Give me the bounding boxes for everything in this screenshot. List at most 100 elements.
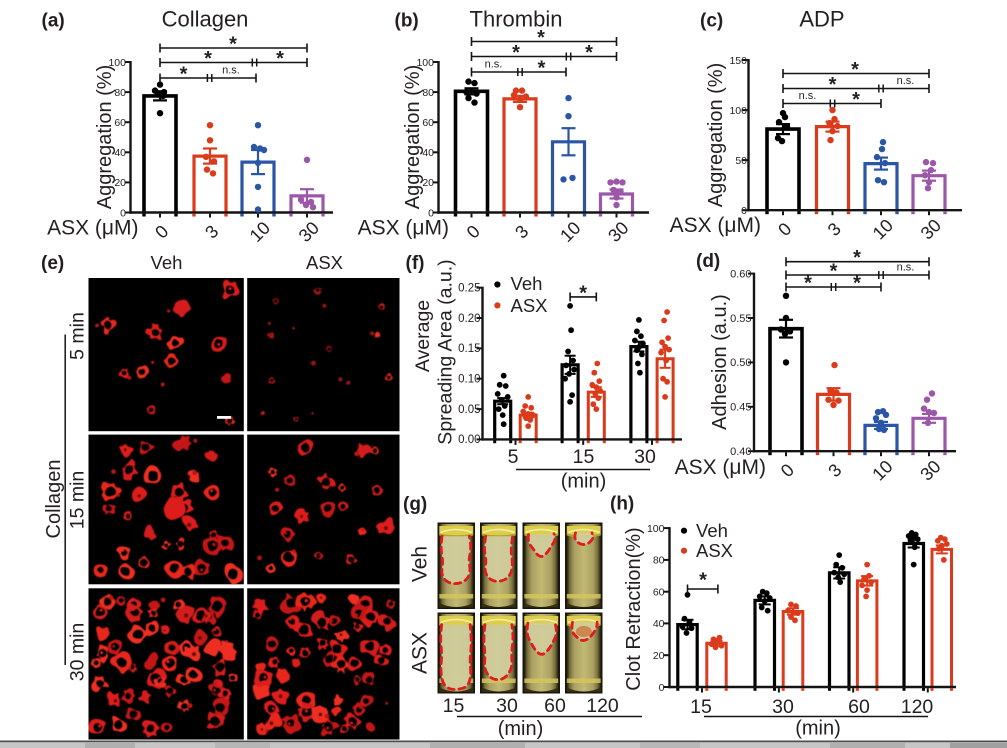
svg-text:ADP: ADP xyxy=(799,7,844,32)
svg-text:*: * xyxy=(830,261,838,283)
svg-text:Collagen: Collagen xyxy=(162,7,249,32)
svg-text:Average: Average xyxy=(412,300,434,372)
svg-text:Collagen: Collagen xyxy=(43,460,65,539)
svg-text:n.s.: n.s. xyxy=(799,90,817,102)
svg-text:0.15: 0.15 xyxy=(458,343,480,355)
svg-text:*: * xyxy=(579,282,587,304)
svg-text:Veh: Veh xyxy=(409,546,432,582)
svg-text:*: * xyxy=(585,42,593,64)
svg-text:(min): (min) xyxy=(561,471,607,493)
svg-text:Veh: Veh xyxy=(696,520,728,541)
svg-text:0.10: 0.10 xyxy=(458,374,480,386)
svg-text:80: 80 xyxy=(653,555,665,567)
svg-text:(g): (g) xyxy=(403,494,427,515)
svg-text:(d): (d) xyxy=(696,251,720,272)
svg-text:*: * xyxy=(204,48,212,70)
svg-text:15: 15 xyxy=(573,446,595,468)
svg-text:0.05: 0.05 xyxy=(458,404,480,416)
svg-text:(h): (h) xyxy=(610,494,634,515)
svg-text:n.s.: n.s. xyxy=(222,65,240,77)
svg-text:60: 60 xyxy=(114,117,126,129)
svg-text:*: * xyxy=(829,74,837,96)
svg-text:0.20: 0.20 xyxy=(458,313,480,325)
svg-text:30: 30 xyxy=(496,695,518,717)
svg-text:Thrombin: Thrombin xyxy=(470,7,563,32)
svg-text:Spreading Area (a.u.): Spreading Area (a.u.) xyxy=(435,259,457,444)
svg-text:Aggregation (%): Aggregation (%) xyxy=(402,65,424,210)
svg-text:5: 5 xyxy=(508,446,519,468)
svg-text:Clot Retraction(%): Clot Retraction(%) xyxy=(623,527,645,690)
svg-text:0: 0 xyxy=(120,207,126,219)
svg-text:n.s.: n.s. xyxy=(897,262,915,274)
svg-text:0.50: 0.50 xyxy=(730,357,751,369)
svg-text:40: 40 xyxy=(422,147,434,159)
svg-text:*: * xyxy=(804,273,812,295)
svg-text:*: * xyxy=(852,89,860,111)
svg-text:20: 20 xyxy=(653,650,665,662)
svg-text:ASX: ASX xyxy=(696,540,733,561)
svg-text:60: 60 xyxy=(422,117,434,129)
svg-text:ASX (μM): ASX (μM) xyxy=(358,217,449,240)
svg-text:*: * xyxy=(512,42,520,64)
svg-text:120: 120 xyxy=(901,696,934,718)
svg-text:n.s.: n.s. xyxy=(485,59,503,71)
svg-text:0.40: 0.40 xyxy=(730,446,751,458)
svg-text:Aggregation (%): Aggregation (%) xyxy=(705,63,727,208)
svg-text:(min): (min) xyxy=(795,718,841,740)
svg-text:100: 100 xyxy=(729,105,747,117)
svg-text:0: 0 xyxy=(659,682,665,694)
svg-text:(e): (e) xyxy=(41,253,64,274)
svg-text:15: 15 xyxy=(443,695,465,717)
svg-text:*: * xyxy=(276,48,284,70)
svg-text:n.s.: n.s. xyxy=(897,75,915,87)
svg-text:15 min: 15 min xyxy=(67,471,89,530)
svg-text:0.60: 0.60 xyxy=(730,268,751,280)
svg-text:15: 15 xyxy=(690,696,712,718)
svg-text:20: 20 xyxy=(422,177,434,189)
svg-text:*: * xyxy=(229,34,237,56)
svg-text:ASX: ASX xyxy=(511,295,548,316)
svg-text:60: 60 xyxy=(653,587,665,599)
svg-text:50: 50 xyxy=(735,155,747,167)
svg-text:0: 0 xyxy=(741,205,747,217)
svg-text:(min): (min) xyxy=(498,718,544,740)
svg-text:30: 30 xyxy=(634,446,656,468)
svg-text:*: * xyxy=(537,27,545,49)
svg-text:150: 150 xyxy=(729,55,747,67)
svg-text:0: 0 xyxy=(428,207,434,219)
svg-text:ASX (μM): ASX (μM) xyxy=(670,214,761,237)
svg-text:*: * xyxy=(180,64,188,86)
svg-text:80: 80 xyxy=(114,87,126,99)
svg-text:100: 100 xyxy=(647,523,665,535)
svg-text:ASX (μM): ASX (μM) xyxy=(675,456,766,479)
svg-text:*: * xyxy=(538,58,546,80)
svg-text:0.00: 0.00 xyxy=(458,434,480,446)
svg-text:0.45: 0.45 xyxy=(730,402,751,414)
svg-text:40: 40 xyxy=(114,147,126,159)
svg-text:60: 60 xyxy=(848,696,870,718)
svg-text:*: * xyxy=(853,247,861,269)
svg-text:120: 120 xyxy=(586,695,619,717)
svg-text:Adhesion (a.u.): Adhesion (a.u.) xyxy=(709,294,731,430)
svg-text:Aggregation (%): Aggregation (%) xyxy=(94,65,116,210)
svg-text:5 min: 5 min xyxy=(67,312,89,360)
svg-text:(c): (c) xyxy=(700,11,723,32)
svg-text:100: 100 xyxy=(108,57,126,69)
svg-text:ASX (μM): ASX (μM) xyxy=(47,217,138,240)
svg-text:40: 40 xyxy=(653,618,665,630)
svg-text:(f): (f) xyxy=(406,253,425,274)
svg-text:30: 30 xyxy=(772,696,794,718)
svg-text:30 min: 30 min xyxy=(67,623,89,682)
svg-text:ASX: ASX xyxy=(409,632,432,674)
svg-text:(a): (a) xyxy=(42,11,65,32)
svg-text:*: * xyxy=(699,570,707,592)
svg-text:ASX: ASX xyxy=(306,252,343,273)
svg-text:60: 60 xyxy=(544,695,566,717)
svg-text:*: * xyxy=(851,59,859,81)
svg-text:100: 100 xyxy=(416,57,434,69)
svg-text:Veh: Veh xyxy=(511,273,543,294)
svg-text:*: * xyxy=(853,273,861,295)
svg-text:0.55: 0.55 xyxy=(730,313,751,325)
svg-text:(b): (b) xyxy=(395,11,419,32)
svg-text:20: 20 xyxy=(114,177,126,189)
